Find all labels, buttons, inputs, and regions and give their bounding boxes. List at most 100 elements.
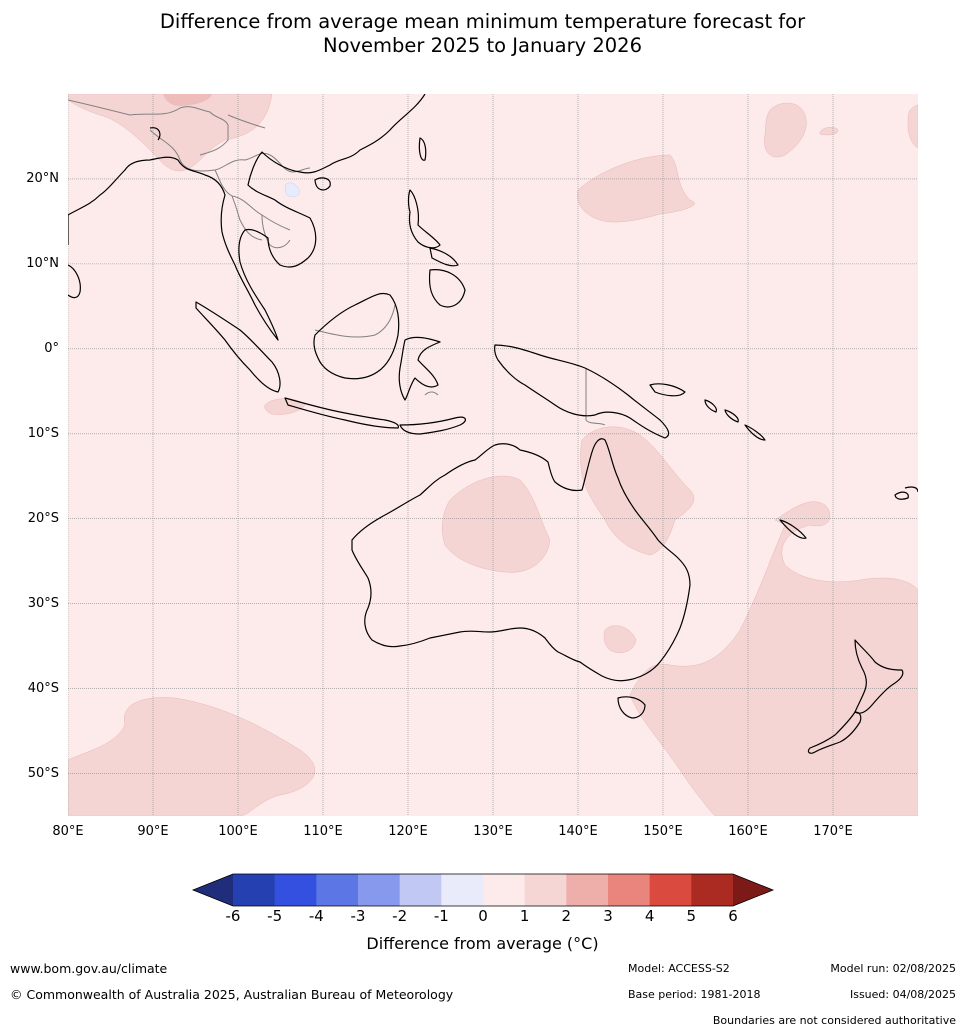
colorbar-segment-2 [316, 874, 359, 906]
colorbar-over-arrow [733, 874, 773, 906]
lon-label-6: 140°E [558, 824, 598, 839]
coast-australia [351, 438, 691, 682]
coast-srilanka [68, 264, 81, 299]
lon-label-4: 120°E [388, 824, 428, 839]
lat-label-3: 10°S [27, 425, 59, 441]
lat-label-4: 20°S [27, 510, 59, 526]
coast-hainan [314, 177, 331, 191]
coast-new-guinea [494, 344, 670, 439]
colorbar-tick-0: -6 [225, 907, 241, 925]
coast-sulawesi [398, 336, 441, 401]
lon-label-2: 100°E [218, 824, 258, 839]
footer-url[interactable]: www.bom.gov.au/climate [10, 961, 168, 976]
title-line-1: Difference from average mean minimum tem… [159, 10, 806, 33]
warm-region-south-indian [68, 697, 315, 816]
map-title: Difference from average mean minimum tem… [0, 10, 965, 58]
colorbar-under-arrow [193, 874, 233, 906]
colorbar-tick-9: 3 [603, 907, 613, 925]
lat-label-5: 30°S [27, 595, 59, 611]
warm-region-vic [603, 625, 637, 653]
colorbar-tick-3: -3 [350, 907, 366, 925]
warm-region-qld-coral [580, 426, 695, 556]
warm-region-pacific-north [577, 154, 695, 223]
warm-region-tasman-pacific [629, 501, 918, 816]
warmer-region-tibet [163, 94, 212, 106]
colorbar-tick-8: 2 [561, 907, 572, 925]
land-outlines [68, 94, 918, 754]
colorbar-outline [191, 873, 775, 907]
colorbar-segment-4 [399, 874, 442, 906]
colorbar [191, 873, 775, 907]
coastlines [68, 94, 918, 754]
colorbar-tick-10: 4 [644, 907, 655, 925]
lon-label-1: 90°E [137, 824, 169, 839]
lon-label-0: 80°E [52, 824, 84, 839]
lat-label-6: 40°S [27, 680, 59, 696]
coast-solomon-2 [724, 409, 739, 423]
colorbar-tick-1: -5 [267, 907, 283, 925]
coast-solomon-3 [744, 424, 766, 441]
colorbar-tick-12: 6 [728, 907, 738, 925]
footer-copyright: © Commonwealth of Australia 2025, Austra… [10, 987, 454, 1002]
warm-region-pacific-ne [764, 102, 807, 158]
footer-issued: Issued: 04/08/2025 [849, 988, 956, 1001]
colorbar-tick-2: -4 [308, 907, 324, 925]
colorbar-segment-1 [274, 874, 317, 906]
country-borders [68, 99, 606, 426]
lon-label-5: 130°E [473, 824, 513, 839]
colorbar-segment-5 [441, 874, 484, 906]
lon-label-9: 170°E [813, 824, 853, 839]
coast-visayas [429, 247, 459, 267]
coast-fiji [894, 491, 909, 500]
cool-region-tonkin [284, 182, 301, 197]
colorbar-segment-7 [524, 874, 567, 906]
colorbar-tick-6: 0 [478, 907, 488, 925]
coast-nz-south [807, 711, 862, 754]
footer-model-run: Model run: 02/08/2025 [830, 962, 956, 975]
warm-region-pacific-ne2 [907, 104, 918, 149]
coast-mindanao [428, 269, 466, 308]
colorbar-title: Difference from average (°C) [366, 934, 599, 953]
coast-java [284, 397, 400, 429]
footer-disclaimer: Boundaries are not considered authoritat… [712, 1014, 956, 1027]
coast-taiwan [418, 137, 427, 161]
lon-label-8: 160°E [728, 824, 768, 839]
lon-label-3: 110°E [303, 824, 343, 839]
coast-tasmania [617, 696, 646, 719]
colorbar-segment-0 [233, 874, 276, 906]
colorbar-tick-4: -2 [392, 907, 408, 925]
graticule [68, 94, 918, 816]
coast-mainland-sea [149, 127, 161, 141]
coast-lesser-sunda [399, 416, 467, 435]
warm-region-wa [442, 475, 551, 573]
lat-label-0: 20°N [26, 170, 59, 186]
warm-region-tibet [68, 94, 273, 172]
colorbar-segment-3 [358, 874, 401, 906]
coast-asia-east [68, 94, 426, 341]
lon-label-7: 150°E [643, 824, 683, 839]
footer-model: Model: ACCESS-S2 [628, 962, 730, 975]
colorbar-segment-6 [483, 874, 526, 906]
coast-borneo [313, 292, 400, 380]
colorbar-segment-9 [608, 874, 651, 906]
warm-region-pacific-small [819, 127, 839, 136]
coast-new-caledonia [779, 519, 807, 539]
lat-label-1: 10°N [26, 255, 59, 271]
footer-base-period: Base period: 1981-2018 [628, 988, 761, 1001]
coast-nz-north [854, 639, 904, 714]
anomaly-contours [68, 94, 918, 816]
lat-label-7: 50°S [27, 765, 59, 781]
coast-new-britain [649, 383, 686, 397]
colorbar-tick-5: -1 [433, 907, 449, 925]
colorbar-segment-8 [566, 874, 609, 906]
title-line-2: November 2025 to January 2026 [323, 34, 642, 57]
colorbar-segment-11 [691, 874, 734, 906]
lat-label-2: 0° [44, 340, 59, 356]
coast-fiji-2 [904, 486, 918, 493]
colorbar-segment-10 [649, 874, 692, 906]
colorbar-tick-7: 1 [519, 907, 530, 925]
colorbar-tick-11: 5 [686, 907, 697, 925]
coast-solomon-1 [704, 399, 717, 413]
coast-sumatra [195, 301, 281, 393]
